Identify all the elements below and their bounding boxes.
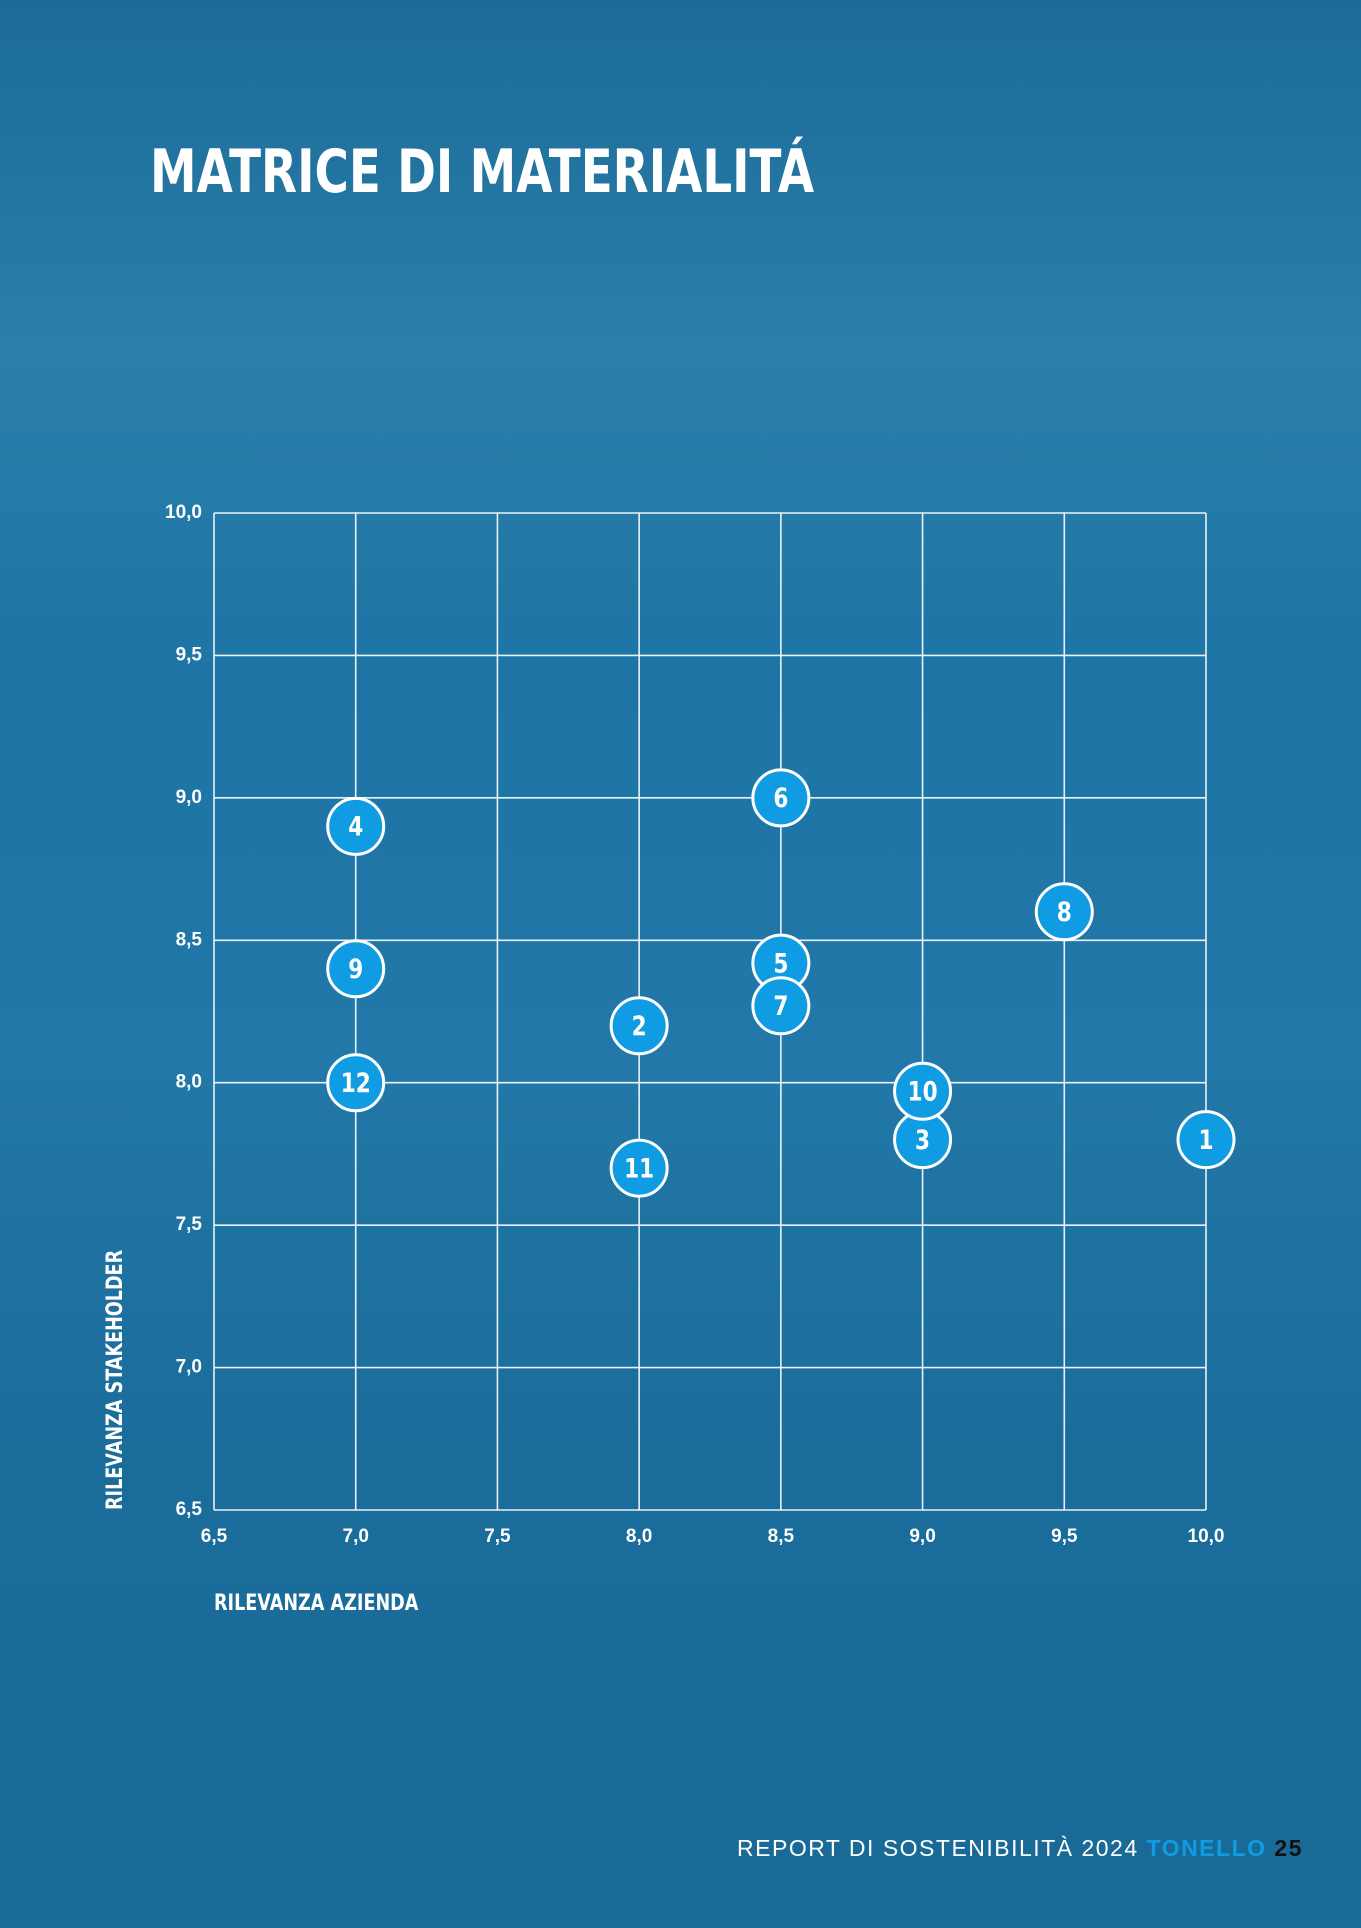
y-tick-label: 9,0 <box>176 787 202 808</box>
footer-brand: TONELLO <box>1146 1835 1267 1861</box>
point <box>751 768 811 828</box>
y-tick-label: 7,0 <box>176 1357 202 1378</box>
x-tick-label: 10,0 <box>1188 1526 1225 1547</box>
point <box>1034 882 1094 942</box>
y-tick-label: 8,5 <box>176 929 203 950</box>
page-number: 25 <box>1274 1835 1303 1861</box>
point-label: 12 <box>341 1067 371 1099</box>
point-label: 4 <box>348 810 363 842</box>
footer-report: REPORT DI SOSTENIBILITÀ 2024 <box>737 1835 1139 1861</box>
x-tick-label: 7,5 <box>484 1526 511 1547</box>
point-label: 10 <box>908 1075 938 1107</box>
point-label: 11 <box>624 1152 654 1184</box>
point-label: 5 <box>773 947 788 979</box>
point <box>326 1053 386 1113</box>
y-tick-label: 6,5 <box>176 1499 203 1520</box>
x-tick-label: 6,5 <box>201 1526 228 1547</box>
y-tick-label: 10,0 <box>165 502 202 523</box>
x-axis-label: RILEVANZA AZIENDA <box>214 1590 419 1615</box>
point-label: 2 <box>632 1010 647 1042</box>
point <box>609 996 669 1056</box>
point <box>609 1138 669 1198</box>
point-label: 6 <box>773 782 788 814</box>
x-tick-label: 9,5 <box>1051 1526 1078 1547</box>
chart-title: MATRICE DI MATERIALITÁ <box>150 136 814 206</box>
y-tick-label: 9,5 <box>176 644 203 665</box>
y-tick-label: 7,5 <box>176 1214 203 1235</box>
x-tick-label: 7,0 <box>343 1526 369 1547</box>
x-tick-label: 8,5 <box>768 1526 795 1547</box>
point <box>751 976 811 1036</box>
point <box>1176 1110 1236 1170</box>
x-tick-label: 8,0 <box>626 1526 652 1547</box>
point <box>893 1061 953 1121</box>
point-label: 9 <box>348 953 363 985</box>
y-tick-label: 8,0 <box>176 1072 202 1093</box>
y-axis-label: RILEVANZA STAKEHOLDER <box>102 1250 127 1510</box>
x-tick-label: 9,0 <box>909 1526 935 1547</box>
footer: REPORT DI SOSTENIBILITÀ 2024 TONELLO 25 <box>737 1835 1303 1862</box>
point <box>326 796 386 856</box>
point-label: 3 <box>915 1124 930 1156</box>
point-label: 1 <box>1198 1124 1213 1156</box>
point-label: 8 <box>1057 896 1072 928</box>
point <box>326 939 386 999</box>
point-label: 7 <box>773 990 788 1022</box>
